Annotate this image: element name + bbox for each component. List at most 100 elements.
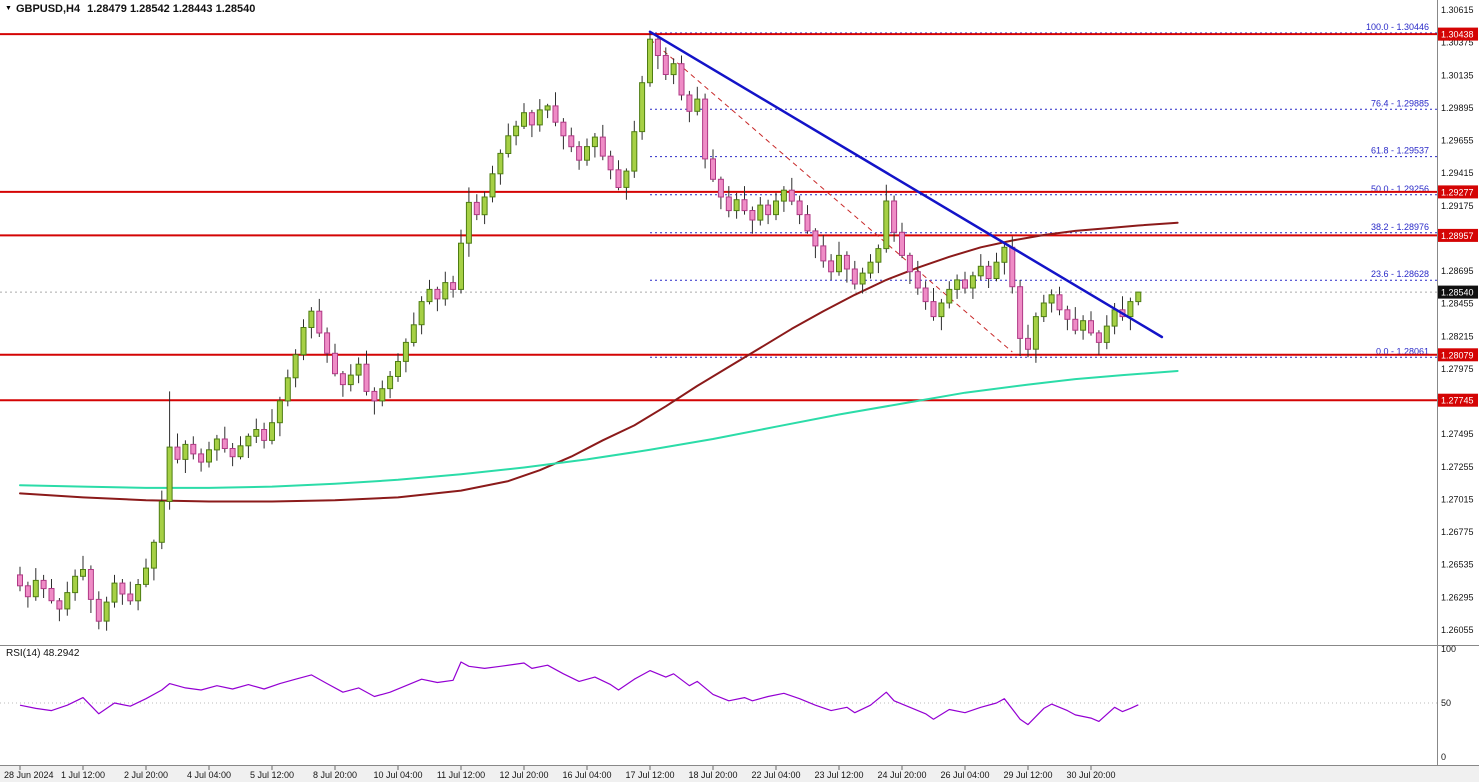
price-tick-label: 1.29655 bbox=[1441, 136, 1474, 146]
candle-body bbox=[166, 446, 173, 503]
fib-label: 50.0 - 1.29256 bbox=[1371, 184, 1429, 194]
fib-label: 61.8 - 1.29537 bbox=[1371, 146, 1429, 156]
time-label: 23 Jul 12:00 bbox=[814, 770, 863, 780]
price-tick-label: 1.28695 bbox=[1441, 266, 1474, 276]
candle-body bbox=[1127, 301, 1134, 318]
time-label: 26 Jul 04:00 bbox=[940, 770, 989, 780]
candle-body bbox=[17, 574, 23, 587]
time-label: 10 Jul 04:00 bbox=[373, 770, 422, 780]
candle-body bbox=[300, 327, 307, 356]
fib-label: 23.6 - 1.28628 bbox=[1371, 269, 1429, 279]
candle-body bbox=[379, 388, 386, 402]
time-label: 2 Jul 20:00 bbox=[124, 770, 168, 780]
price-axis[interactable] bbox=[1438, 0, 1479, 766]
candle-body bbox=[954, 279, 961, 290]
candle-body bbox=[867, 261, 874, 274]
candle-body bbox=[946, 288, 953, 304]
candle-body bbox=[883, 200, 890, 250]
candle-body bbox=[418, 301, 425, 326]
candle-body bbox=[812, 230, 819, 247]
price-tick-label: 1.27255 bbox=[1441, 462, 1474, 472]
candle-body bbox=[355, 363, 362, 376]
candle-body bbox=[765, 204, 772, 216]
candle-body bbox=[906, 254, 913, 273]
candle-body bbox=[513, 125, 520, 137]
sr-price-tag bbox=[1438, 228, 1478, 242]
candle-body bbox=[631, 131, 638, 172]
candle-body bbox=[1111, 309, 1118, 327]
candle-body bbox=[670, 63, 677, 76]
candle-body bbox=[654, 38, 661, 56]
candle-body bbox=[686, 94, 693, 112]
sr-price-tag-label: 1.29277 bbox=[1441, 187, 1474, 197]
sr-price-tag bbox=[1438, 393, 1478, 407]
candle-body bbox=[599, 136, 606, 157]
candle-body bbox=[560, 121, 567, 137]
symbol-info-bar: ▼ GBPUSD,H4 1.28479 1.28542 1.28443 1.2854… bbox=[5, 3, 255, 15]
time-axis[interactable] bbox=[0, 766, 1479, 782]
rsi-tick-label: 0 bbox=[1441, 752, 1446, 762]
candle-body bbox=[103, 601, 110, 622]
time-label: 18 Jul 20:00 bbox=[688, 770, 737, 780]
candle-body bbox=[158, 501, 165, 543]
candle-body bbox=[32, 579, 39, 598]
candle-body bbox=[1056, 294, 1063, 311]
candle-body bbox=[1064, 309, 1071, 320]
candle-body bbox=[119, 582, 126, 595]
fib-label: 100.0 - 1.30446 bbox=[1366, 22, 1429, 32]
candle-body bbox=[710, 158, 716, 180]
candle-body bbox=[851, 268, 858, 285]
rsi-tick-label: 100 bbox=[1441, 644, 1456, 654]
candle-body bbox=[647, 38, 653, 84]
candle-body bbox=[87, 569, 94, 600]
candle-body bbox=[1009, 246, 1016, 288]
candle-body bbox=[458, 242, 464, 290]
candle-body bbox=[387, 375, 394, 390]
candle-body bbox=[702, 98, 709, 160]
candle-body bbox=[820, 245, 827, 262]
candle-body bbox=[1088, 320, 1094, 334]
fib-label: 0.0 - 1.28061 bbox=[1376, 346, 1429, 356]
ohlc-quote: 1.28479 1.28542 1.28443 1.28540 bbox=[87, 3, 256, 15]
candle-body bbox=[1135, 291, 1142, 303]
price-tick-label: 1.28455 bbox=[1441, 299, 1474, 309]
sma-dark-red-line bbox=[19, 221, 1179, 503]
channel-line[interactable] bbox=[649, 38, 1013, 353]
candle-body bbox=[111, 582, 118, 603]
candle-body bbox=[788, 189, 795, 202]
candle-body bbox=[221, 438, 228, 449]
price-tick-label: 1.26295 bbox=[1441, 592, 1474, 602]
candle-body bbox=[402, 341, 409, 362]
candle-body bbox=[591, 136, 598, 148]
candle-body bbox=[245, 435, 252, 447]
candle-body bbox=[363, 363, 370, 392]
candle-body bbox=[253, 429, 260, 437]
price-tick-label: 1.30615 bbox=[1441, 5, 1474, 15]
time-label: 4 Jul 04:00 bbox=[187, 770, 231, 780]
candle-body bbox=[426, 288, 433, 303]
candle-body bbox=[843, 254, 850, 270]
candle-body bbox=[639, 82, 646, 133]
symbol-dropdown-icon[interactable]: ▼ bbox=[5, 5, 12, 12]
candle-body bbox=[922, 287, 929, 303]
candle-body bbox=[536, 109, 543, 126]
candle-body bbox=[836, 254, 842, 273]
downtrend-line[interactable] bbox=[648, 30, 1164, 339]
candle-body bbox=[576, 146, 583, 161]
price-tick-label: 1.26055 bbox=[1441, 625, 1474, 635]
candle-body bbox=[521, 112, 527, 127]
current-price-tag-label: 1.28540 bbox=[1441, 288, 1474, 298]
candle-body bbox=[395, 361, 401, 377]
candle-body bbox=[143, 567, 149, 585]
candle-body bbox=[56, 600, 63, 610]
candle-body bbox=[442, 282, 449, 300]
candle-body bbox=[678, 63, 685, 96]
time-label: 11 Jul 12:00 bbox=[437, 770, 485, 780]
candle-body bbox=[497, 152, 504, 175]
candle-body bbox=[269, 422, 275, 441]
candle-body bbox=[127, 593, 134, 602]
candle-body bbox=[962, 279, 968, 289]
time-label: 12 Jul 20:00 bbox=[499, 770, 548, 780]
candle-body bbox=[749, 210, 756, 221]
